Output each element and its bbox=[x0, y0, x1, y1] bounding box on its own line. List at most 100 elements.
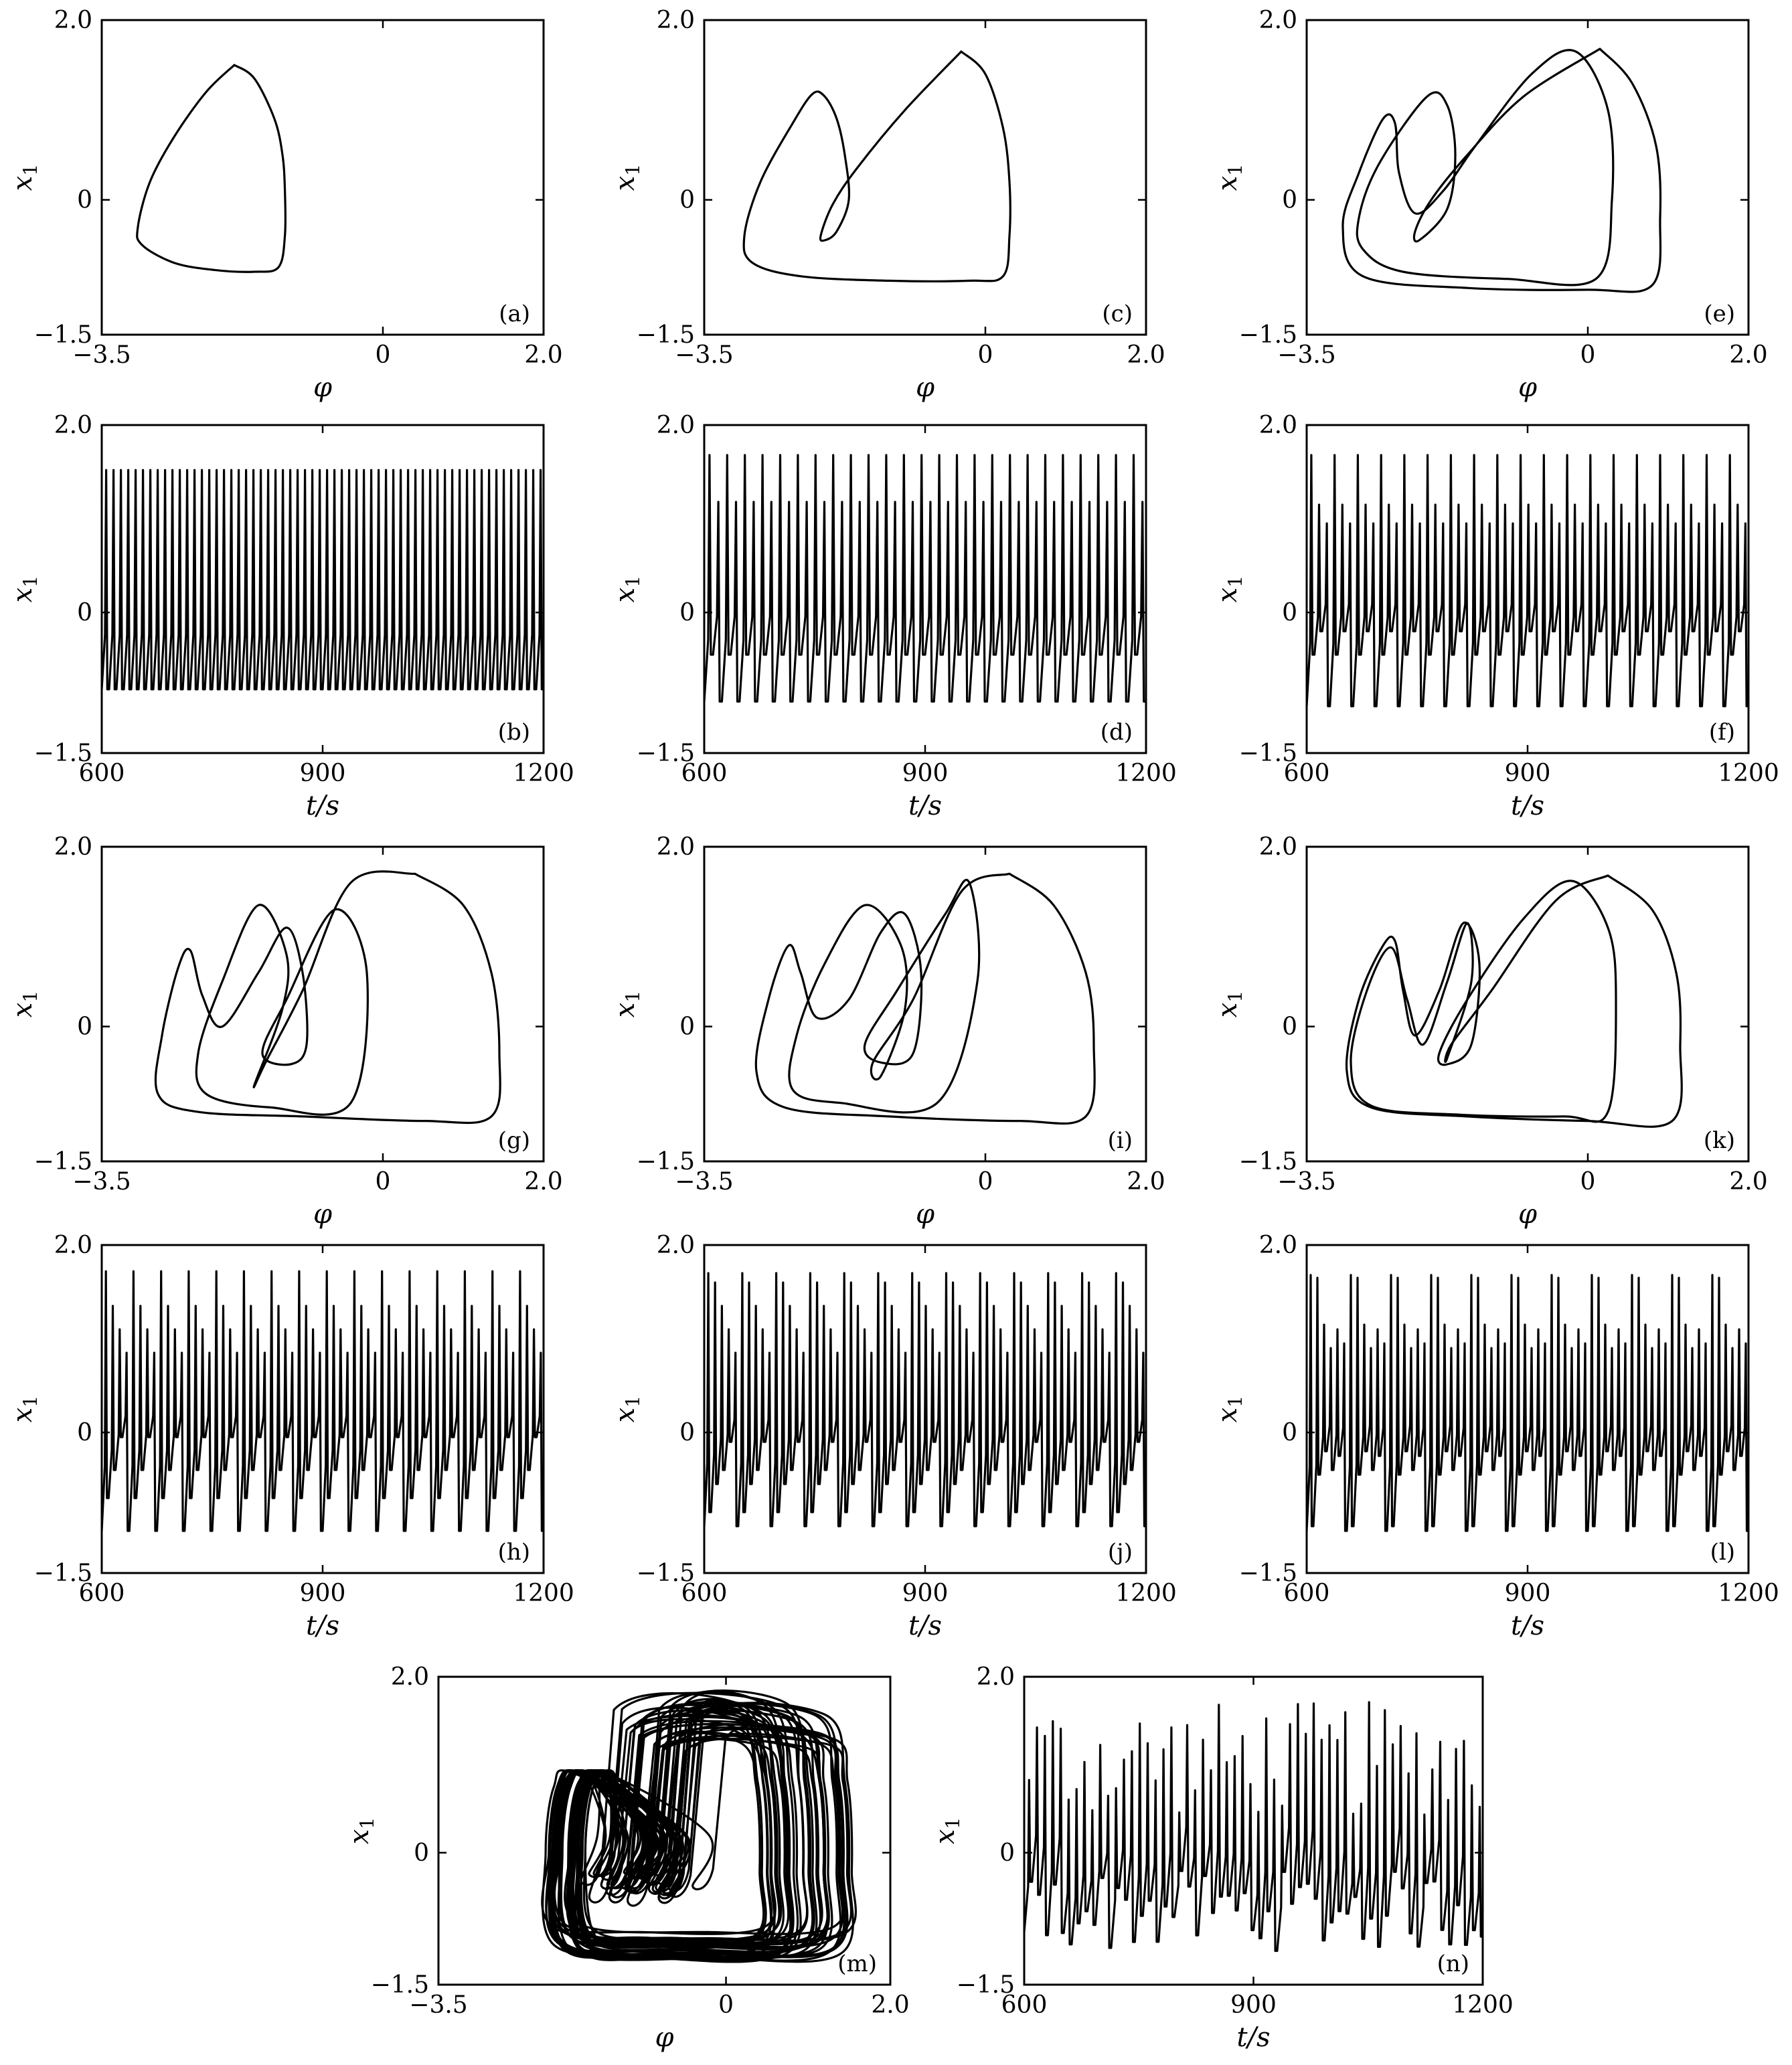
y-tick-label: 0 bbox=[679, 1419, 695, 1447]
panel-h: 600 900 1200 2.0 0 −1.5 t/s x1 (h) bbox=[7, 1232, 574, 1641]
x-axis-label: φ bbox=[313, 1199, 332, 1230]
y-axis-label-sub: 1 bbox=[19, 164, 42, 176]
x-tick-label: 1200 bbox=[513, 760, 574, 787]
x-tick-label: 0 bbox=[978, 1168, 993, 1195]
y-axis-label: x1 bbox=[610, 164, 644, 191]
y-axis-label-main: x bbox=[610, 1408, 641, 1423]
y-axis-label-main: x bbox=[1212, 588, 1243, 603]
x-tick-label: −3.5 bbox=[675, 341, 733, 369]
y-axis-label: x1 bbox=[930, 1817, 964, 1844]
y-tick-label: 0 bbox=[1282, 1013, 1297, 1041]
y-axis-label-main: x bbox=[1212, 176, 1243, 191]
panel-a: −3.5 0 2.0 2.0 0 −1.5 φ x1 (a) bbox=[7, 7, 563, 403]
plot-frame bbox=[100, 424, 545, 754]
plot-frame bbox=[703, 845, 1147, 1163]
y-axis-label-main: x bbox=[610, 176, 641, 191]
y-tick-label: 2.0 bbox=[1259, 833, 1297, 861]
x-tick-label: 0 bbox=[718, 1991, 734, 2019]
y-axis-label: x1 bbox=[7, 1396, 42, 1422]
x-tick-label: 600 bbox=[681, 760, 728, 787]
y-tick-label: 2.0 bbox=[391, 1663, 429, 1691]
x-axis-label: t/s bbox=[908, 1610, 942, 1641]
x-axis-label: t/s bbox=[306, 1610, 339, 1641]
x-tick-label: 2.0 bbox=[1729, 341, 1767, 369]
x-tick-label: 2.0 bbox=[524, 341, 562, 369]
y-tick-label: 2.0 bbox=[657, 412, 695, 439]
panel-label: (c) bbox=[1102, 301, 1133, 327]
y-axis-label-sub: 1 bbox=[942, 1817, 964, 1829]
y-tick-label: 0 bbox=[999, 1839, 1015, 1867]
y-axis-label-main: x bbox=[7, 1408, 38, 1423]
x-tick-label: 900 bbox=[1505, 1580, 1551, 1607]
y-tick-label: 0 bbox=[679, 599, 695, 627]
panel-m: −3.5 0 2.0 2.0 0 −1.5 φ x1 (m) bbox=[344, 1663, 910, 2053]
y-tick-label: 2.0 bbox=[1259, 1232, 1297, 1259]
y-tick-label: 2.0 bbox=[1259, 7, 1297, 34]
y-axis-label-main: x bbox=[610, 588, 641, 603]
y-axis-label: x1 bbox=[7, 576, 42, 602]
y-tick-label: −1.5 bbox=[637, 321, 695, 349]
x-tick-label: 2.0 bbox=[1729, 1168, 1767, 1195]
x-tick-label: 1200 bbox=[513, 1580, 574, 1607]
x-tick-label: 2.0 bbox=[871, 1991, 909, 2019]
panel-label: (m) bbox=[837, 1951, 877, 1977]
phase-trajectory bbox=[1341, 48, 1662, 293]
attractor-loop bbox=[552, 1728, 857, 1943]
time-series bbox=[704, 1272, 1146, 1527]
phase-trajectory bbox=[742, 50, 1011, 282]
y-axis-label-sub: 1 bbox=[622, 164, 644, 176]
y-axis-label-main: x bbox=[7, 588, 38, 603]
y-tick-label: −1.5 bbox=[1239, 321, 1297, 349]
panel-j: 600 900 1200 2.0 0 −1.5 t/s x1 (j) bbox=[610, 1232, 1177, 1641]
plot-frame bbox=[1305, 19, 1750, 336]
x-tick-label: 2.0 bbox=[524, 1168, 562, 1195]
panel-label: (k) bbox=[1704, 1127, 1735, 1154]
time-series bbox=[102, 1270, 544, 1532]
x-axis-label: t/s bbox=[1511, 791, 1544, 821]
panel-label: (l) bbox=[1710, 1539, 1735, 1566]
panel-label: (n) bbox=[1437, 1951, 1469, 1977]
panel-label: (h) bbox=[498, 1539, 530, 1566]
y-tick-label: −1.5 bbox=[34, 1148, 92, 1175]
x-tick-label: 600 bbox=[681, 1580, 728, 1607]
x-tick-label: −3.5 bbox=[409, 1991, 467, 2019]
time-series bbox=[102, 469, 544, 691]
x-tick-label: 900 bbox=[300, 1580, 346, 1607]
panel-f: 600 900 1200 2.0 0 −1.5 t/s x1 (f) bbox=[1212, 412, 1779, 821]
panel-c: −3.5 0 2.0 2.0 0 −1.5 φ x1 (c) bbox=[610, 7, 1165, 403]
x-tick-label: 600 bbox=[1284, 760, 1330, 787]
x-axis-label: φ bbox=[916, 1199, 934, 1230]
y-tick-label: 2.0 bbox=[54, 412, 92, 439]
panel-e: −3.5 0 2.0 2.0 0 −1.5 φ x1 (e) bbox=[1212, 7, 1768, 403]
panel-n: 600 900 1200 2.0 0 −1.5 t/s x1 (n) bbox=[930, 1663, 1514, 2053]
time-series bbox=[1024, 1701, 1483, 1953]
panel-label: (j) bbox=[1108, 1539, 1133, 1566]
y-tick-label: −1.5 bbox=[34, 1560, 92, 1587]
panel-label: (f) bbox=[1709, 719, 1735, 746]
x-tick-label: −3.5 bbox=[1277, 1168, 1335, 1195]
y-tick-label: 0 bbox=[1282, 599, 1297, 627]
y-axis-label: x1 bbox=[610, 576, 644, 602]
y-axis-label: x1 bbox=[610, 991, 644, 1017]
attractor-loop bbox=[551, 1726, 776, 1961]
y-tick-label: 2.0 bbox=[977, 1663, 1015, 1691]
y-axis-label-sub: 1 bbox=[19, 991, 42, 1003]
x-tick-label: 2.0 bbox=[1127, 341, 1165, 369]
phase-trajectory bbox=[754, 872, 1096, 1125]
y-tick-label: −1.5 bbox=[1239, 1148, 1297, 1175]
phase-trajectory bbox=[1345, 874, 1683, 1128]
x-tick-label: 1200 bbox=[1452, 1991, 1514, 2019]
y-tick-label: 2.0 bbox=[1259, 412, 1297, 439]
y-axis-label-sub: 1 bbox=[622, 576, 644, 588]
x-tick-label: 600 bbox=[1284, 1580, 1330, 1607]
plot-frame bbox=[100, 19, 545, 336]
x-tick-label: 0 bbox=[376, 1168, 391, 1195]
y-tick-label: 2.0 bbox=[54, 1232, 92, 1259]
y-tick-label: 2.0 bbox=[54, 7, 92, 34]
x-tick-label: −3.5 bbox=[72, 341, 131, 369]
y-tick-label: −1.5 bbox=[1239, 740, 1297, 767]
y-axis-label-main: x bbox=[930, 1829, 961, 1845]
panel-k: −3.5 0 2.0 2.0 0 −1.5 φ x1 (k) bbox=[1212, 833, 1768, 1230]
x-axis-label: φ bbox=[655, 2022, 673, 2053]
